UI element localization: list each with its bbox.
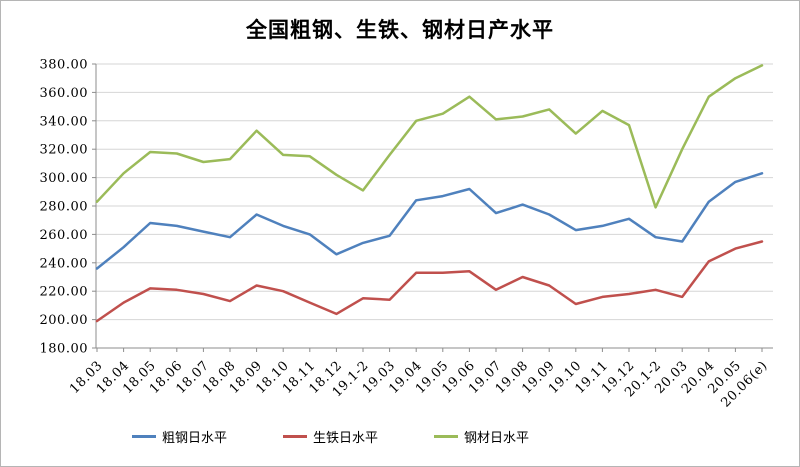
y-axis-label: 320.00 [40, 143, 89, 158]
legend-label-steel-products: 钢材日水平 [464, 431, 530, 446]
legend-line-swatch-crude-steel [132, 435, 156, 438]
chart-legend: 粗钢日水平 生铁日水平 钢材日水平 [132, 427, 529, 446]
y-axis-label: 220.00 [40, 285, 89, 300]
y-axis-label: 340.00 [40, 114, 89, 129]
y-axis-label: 380.00 [40, 58, 89, 73]
y-axis-label: 180.00 [40, 342, 89, 357]
y-axis-label: 200.00 [40, 313, 89, 328]
y-axis-label: 300.00 [40, 171, 89, 186]
legend-item-pig-iron: 生铁日水平 [283, 427, 378, 446]
legend-line-swatch-pig-iron [283, 435, 308, 438]
y-axis-label: 260.00 [40, 228, 89, 243]
legend-item-steel-products: 钢材日水平 [434, 427, 529, 446]
legend-label-crude-steel: 粗钢日水平 [162, 431, 228, 446]
legend-label-pig-iron: 生铁日水平 [313, 431, 379, 446]
y-axis-label: 280.00 [40, 200, 89, 215]
y-axis-label: 360.00 [40, 86, 89, 101]
series-line-steel-products [95, 64, 764, 209]
chart-title: 全国粗钢、生铁、钢材日产水平 [246, 17, 554, 42]
legend-item-crude-steel: 粗钢日水平 [132, 427, 227, 446]
series-line-pig-iron [95, 240, 764, 323]
y-axis-label: 240.00 [40, 256, 89, 271]
legend-line-swatch-steel-products [434, 435, 459, 438]
series-line-crude-steel [95, 172, 764, 270]
